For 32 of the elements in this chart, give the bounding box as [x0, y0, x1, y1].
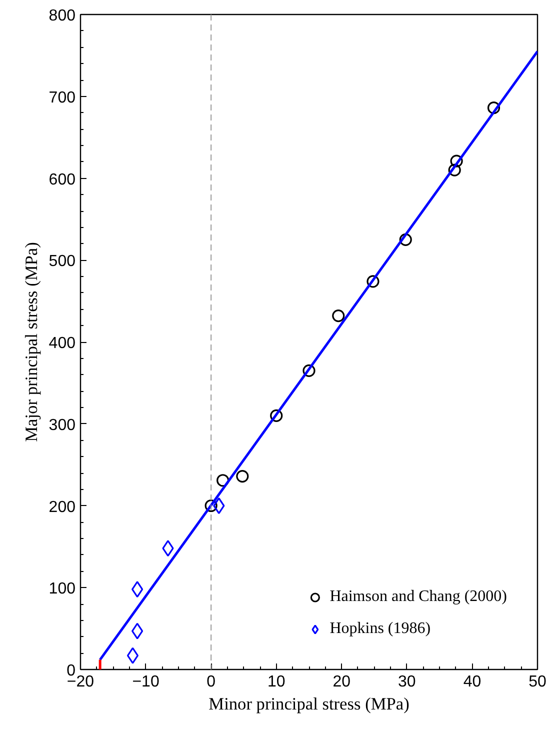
x-tick-label: 40 [463, 674, 482, 690]
y-tick-label: 300 [48, 416, 76, 434]
legend-label: Haimson and Chang (2000) [330, 588, 507, 606]
y-tick-label: 400 [48, 335, 76, 352]
x-tick-label: 30 [398, 674, 416, 690]
point [332, 310, 345, 322]
point [204, 499, 218, 512]
x-tick-label: 0 [206, 674, 216, 690]
legend-label: Hopkins (1986) [330, 620, 431, 638]
point [236, 470, 249, 483]
point [399, 233, 412, 246]
point [270, 409, 283, 422]
y-tick-label: 600 [48, 171, 76, 188]
x-tick-label: 10 [267, 674, 286, 690]
x-tick-label: 20 [332, 674, 351, 690]
point [162, 540, 174, 557]
point [448, 164, 461, 176]
y-tick-label: 200 [48, 498, 76, 516]
x-tick-label: −10 [132, 674, 160, 690]
y-tick-label: 100 [48, 580, 76, 598]
point [487, 102, 500, 114]
y-tick-label: 500 [48, 253, 76, 270]
y-tick-label: 800 [48, 8, 76, 24]
y-tick-label: 700 [48, 89, 76, 106]
point [302, 364, 316, 377]
x-tick-label: 50 [528, 674, 546, 690]
x-axis-title: Minor principal stress (MPa) [208, 694, 410, 714]
point [132, 622, 144, 640]
point [366, 275, 380, 288]
point [126, 647, 139, 664]
y-axis-title: Major principal stress (MPa) [22, 242, 41, 442]
point [450, 154, 463, 168]
